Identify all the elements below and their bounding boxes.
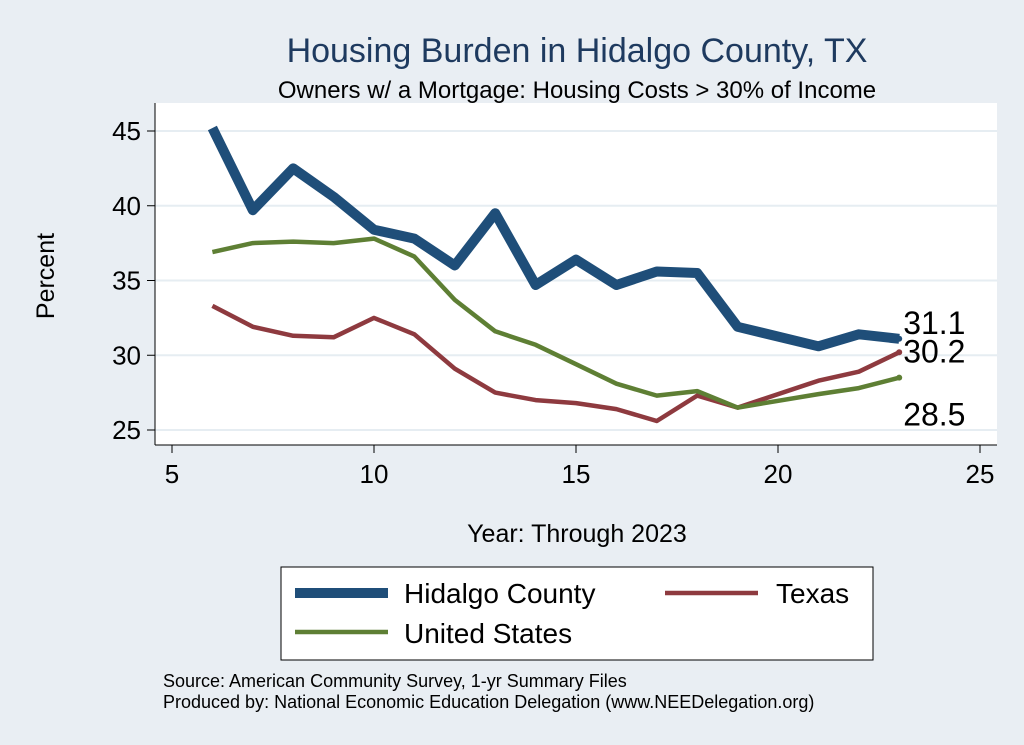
legend-box [280, 566, 874, 661]
x-tick-label: 10 [360, 459, 389, 489]
producer-note: Produced by: National Economic Education… [163, 692, 814, 712]
x-tick-label: 5 [165, 459, 179, 489]
y-tick-label: 45 [112, 116, 141, 146]
y-tick-label: 30 [112, 340, 141, 370]
end-point-united-states [896, 374, 903, 381]
end-label-texas: 30.2 [903, 333, 965, 369]
legend-label-texas: Texas [776, 578, 849, 609]
axes: 25 30 35 40 45 5 10 15 20 25 [112, 103, 997, 489]
chart-title: Housing Burden in Hidalgo County, TX [287, 32, 868, 70]
x-tick-label: 15 [562, 459, 591, 489]
end-point-hidalgo [896, 335, 903, 342]
series-line-united-states [211, 236, 900, 410]
series-line-hidalgo [207, 125, 900, 352]
y-tick-label: 35 [112, 266, 141, 296]
end-label-united-states: 28.5 [903, 397, 965, 433]
legend: Hidalgo County Texas United States [280, 566, 874, 661]
y-tick-label: 40 [112, 191, 141, 221]
series [207, 125, 903, 424]
legend-label-hidalgo: Hidalgo County [404, 578, 595, 609]
x-axis-title: Year: Through 2023 [467, 520, 687, 548]
legend-label-united-states: United States [404, 618, 572, 649]
x-tick-label: 20 [764, 459, 793, 489]
grid [155, 130, 997, 431]
end-label-hidalgo: 31.1 [903, 305, 965, 341]
series-line-texas [211, 303, 901, 424]
source-note: Source: American Community Survey, 1-yr … [163, 671, 627, 691]
y-tick-label: 25 [112, 415, 141, 445]
end-labels: 31.130.2 28.5 [903, 305, 965, 433]
x-tick-label: 25 [966, 459, 995, 489]
y-axis-title: Percent [32, 233, 60, 319]
end-point-texas [896, 349, 903, 356]
chart-subtitle: Owners w/ a Mortgage: Housing Costs > 30… [278, 77, 876, 104]
plot-area [155, 103, 997, 445]
